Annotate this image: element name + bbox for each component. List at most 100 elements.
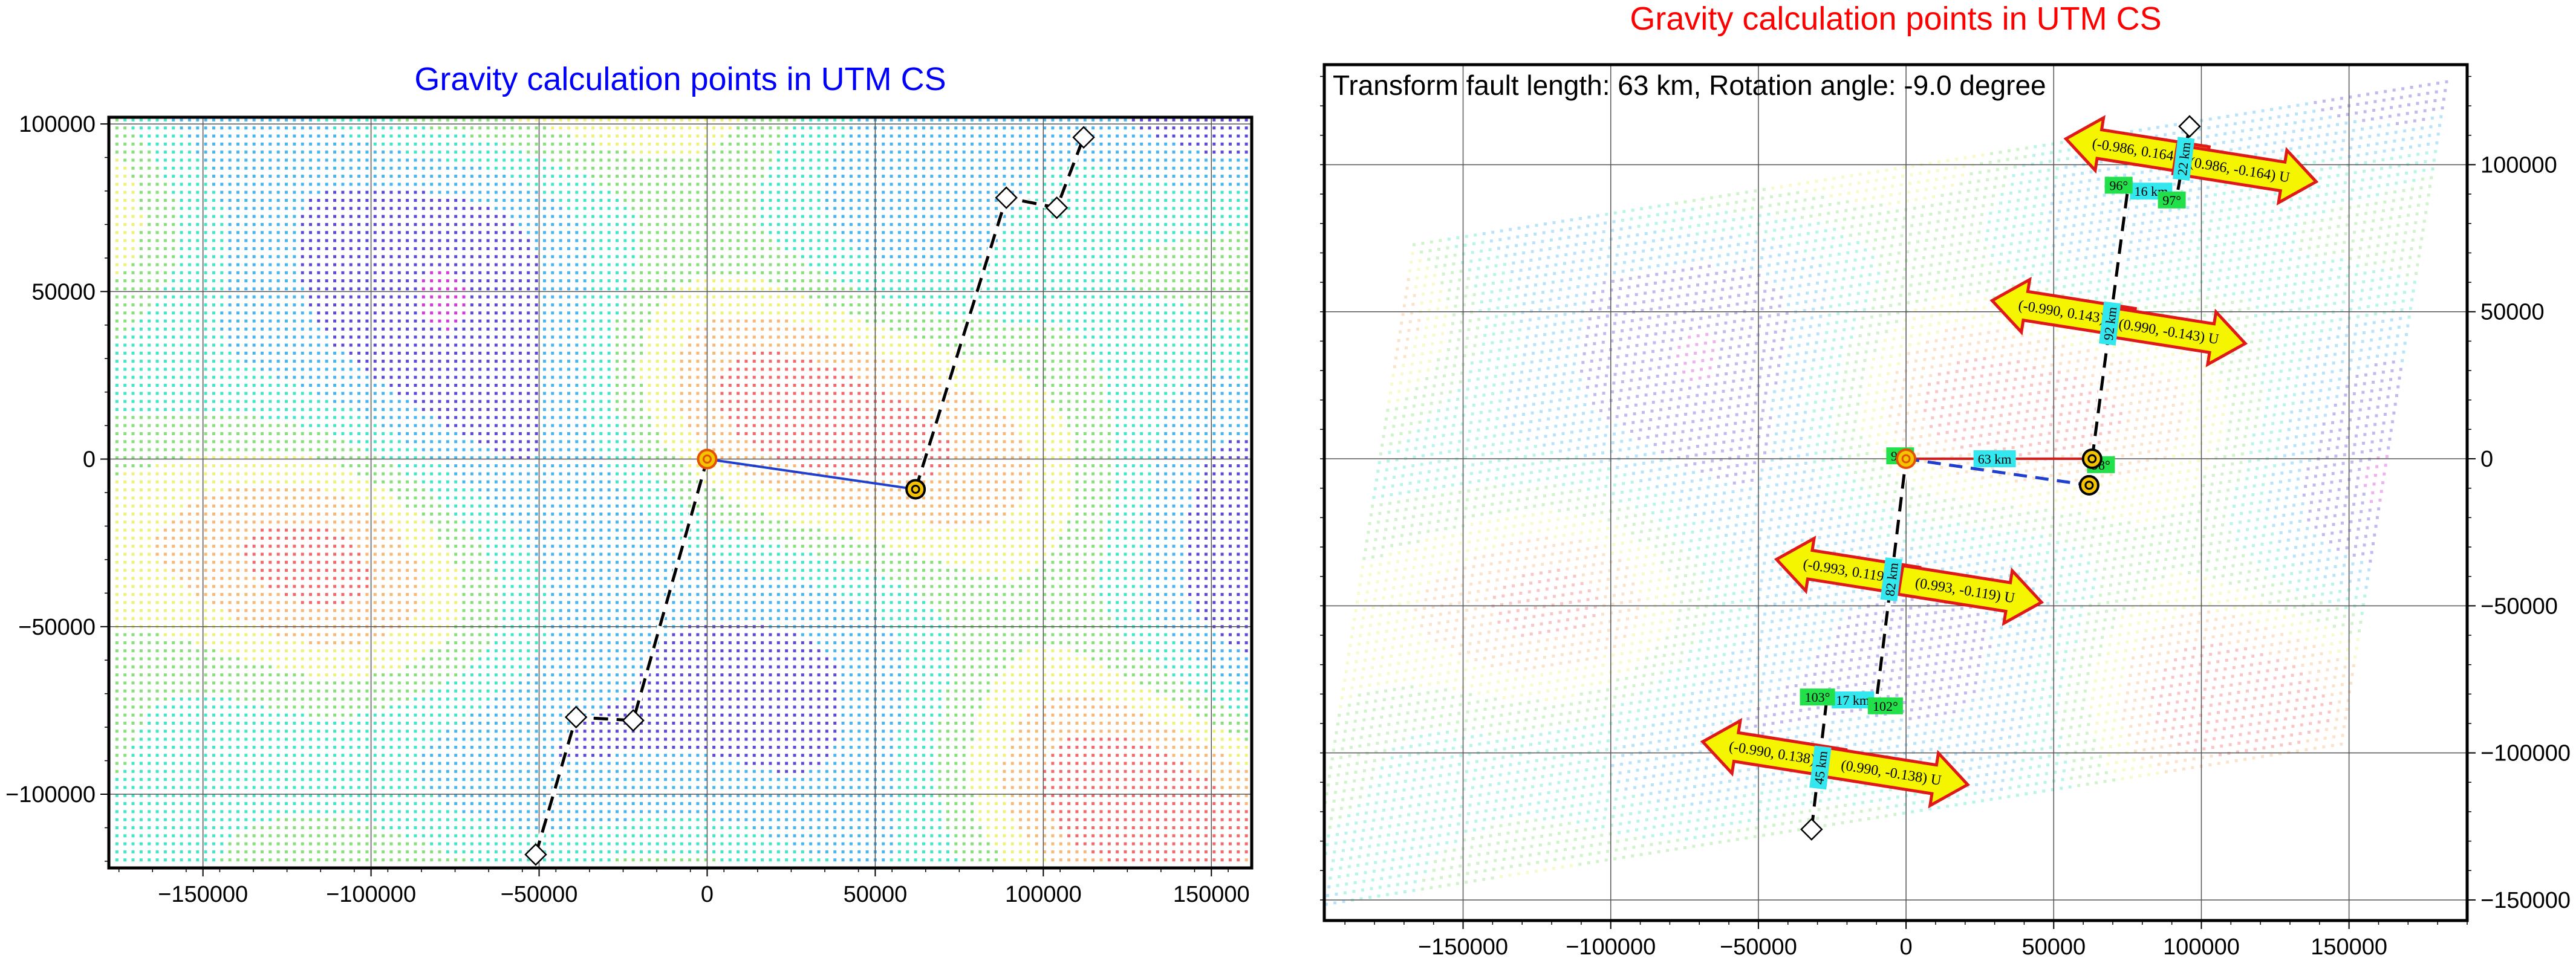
left-grid-point [462,673,466,677]
left-grid-point [421,400,425,403]
left-grid-point [333,303,337,306]
left-grid-point [236,528,239,532]
left-grid-point [244,528,248,532]
left-grid-point [454,601,458,604]
left-grid-point [123,472,127,476]
left-grid-point [204,400,207,403]
left-grid-point [430,778,434,782]
left-grid-point [478,577,482,580]
left-grid-point [382,496,385,500]
left-grid-point [462,335,466,339]
left-grid-point [478,520,482,524]
left-grid-point [276,496,280,500]
left-grid-point [470,850,473,853]
left-grid-point [510,665,514,668]
left-grid-point [260,552,264,556]
left-grid-point [446,697,449,701]
left-grid-point [333,520,337,524]
left-grid-point [317,649,320,653]
left-grid-point [462,440,466,444]
left-grid-point [180,786,183,789]
left-grid-point [389,199,393,202]
left-grid-point [397,802,401,806]
left-grid-point [228,319,232,323]
left-grid-point [139,126,143,130]
left-grid-point [163,810,167,814]
left-grid-point [309,351,313,355]
left-grid-point [212,665,215,668]
left-grid-point [382,222,385,226]
left-grid-point [260,255,264,259]
left-grid-point [325,271,328,274]
left-grid-point [139,166,143,170]
left-grid-point [172,496,175,500]
left-grid-point [470,199,473,202]
left-grid-point [155,633,159,636]
left-grid-point [252,351,256,355]
left-grid-point [494,754,498,757]
left-grid-point [382,448,385,451]
left-grid-point [414,239,417,242]
left-grid-point [333,150,337,154]
left-grid-point [406,665,409,668]
left-grid-point [454,448,458,451]
left-grid-point [187,166,191,170]
left-grid-point [341,247,345,250]
left-grid-point [244,295,248,299]
left-grid-point [341,633,345,636]
left-grid-point [527,593,530,597]
left-grid-point [397,327,401,331]
left-grid-point [470,641,473,644]
left-grid-point [131,407,135,411]
left-grid-point [148,593,151,597]
left-grid-point [285,584,288,588]
left-grid-point [123,745,127,749]
left-grid-point [421,343,425,347]
left-grid-point [268,199,272,202]
left-grid-point [478,375,482,379]
left-grid-point [446,375,449,379]
left-grid-point [325,190,328,194]
left-grid-point [155,617,159,620]
left-grid-point [382,721,385,725]
left-grid-point [163,834,167,838]
left-grid-point [139,416,143,419]
left-grid-point [486,810,490,814]
left-grid-point [220,641,224,644]
left-grid-point [172,730,175,733]
left-grid-point [276,745,280,749]
left-grid-point [115,754,119,757]
left-grid-point [414,802,417,806]
left-grid-point [236,384,239,387]
left-grid-point [293,215,296,218]
left-grid-point [325,231,328,235]
left-grid-point [260,311,264,315]
left-grid-point [180,392,183,395]
left-grid-point [382,745,385,749]
left-grid-point [123,456,127,459]
left-grid-point [276,593,280,597]
left-grid-point [373,464,377,468]
left-grid-point [503,472,506,476]
left-grid-point [414,407,417,411]
left-grid-point [317,158,320,162]
left-grid-point [349,456,353,459]
left-grid-point [252,303,256,306]
left-grid-point [131,327,135,331]
left-grid-point [382,134,385,138]
left-grid-point [268,721,272,725]
left-grid-point [333,673,337,677]
left-grid-point [446,360,449,363]
left-grid-point [123,665,127,668]
left-grid-point [115,633,119,636]
left-grid-point [494,810,498,814]
left-grid-point [478,528,482,532]
left-grid-point [309,472,313,476]
left-grid-point [148,512,151,516]
left-grid-point [365,215,369,218]
left-grid-point [503,255,506,259]
left-grid-point [228,794,232,797]
left-grid-point [285,545,288,548]
left-grid-point [180,810,183,814]
left-grid-point [236,392,239,395]
